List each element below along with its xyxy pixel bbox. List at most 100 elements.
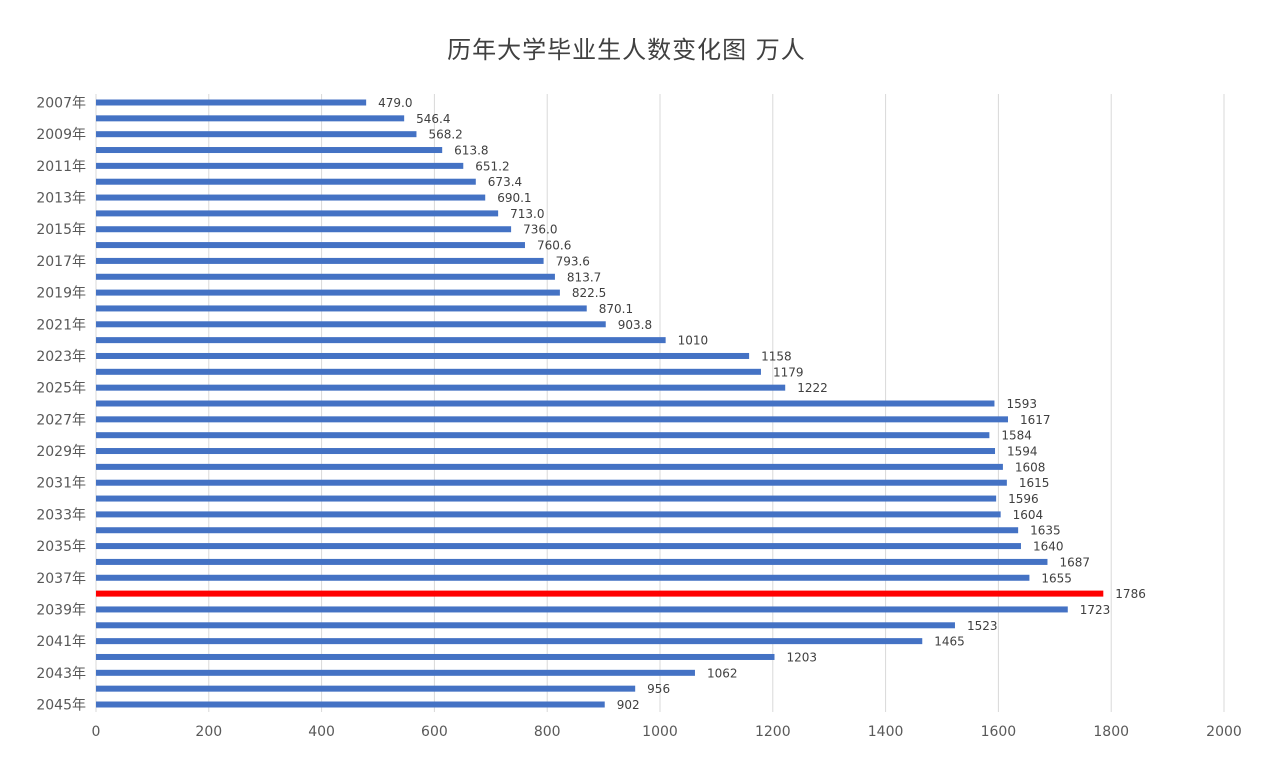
bar xyxy=(96,147,443,154)
bar xyxy=(96,257,544,264)
y-tick-label: 2043年 xyxy=(36,666,86,682)
data-label: 813.7 xyxy=(567,270,601,284)
x-tick-label: 1200 xyxy=(755,724,791,740)
data-label: 651.2 xyxy=(475,159,509,173)
data-label: 870.1 xyxy=(599,302,633,316)
bar xyxy=(96,131,417,138)
bar xyxy=(96,273,555,280)
data-label: 1640 xyxy=(1033,540,1064,554)
bar xyxy=(96,432,990,439)
bar xyxy=(96,701,605,708)
bar xyxy=(96,448,996,455)
data-label: 1596 xyxy=(1008,492,1039,506)
bar xyxy=(96,210,499,217)
bar xyxy=(96,416,1008,423)
y-tick-label: 2041年 xyxy=(36,634,86,650)
bar xyxy=(96,400,995,407)
x-tick-label: 600 xyxy=(421,724,448,740)
x-tick-label: 400 xyxy=(308,724,335,740)
bar xyxy=(96,622,955,629)
y-tick-label: 2019年 xyxy=(36,286,86,302)
y-tick-label: 2039年 xyxy=(36,602,86,618)
x-tick-label: 1800 xyxy=(1093,724,1129,740)
data-label: 568.2 xyxy=(428,128,462,142)
bar xyxy=(96,606,1068,613)
bar xyxy=(96,590,1104,597)
x-tick-label: 0 xyxy=(92,724,101,740)
bar xyxy=(96,574,1030,581)
bar xyxy=(96,527,1019,534)
bar xyxy=(96,511,1001,518)
bar xyxy=(96,384,786,391)
bar xyxy=(96,162,464,169)
bar xyxy=(96,558,1048,565)
data-label: 1615 xyxy=(1019,476,1050,490)
y-tick-label: 2045年 xyxy=(36,698,86,714)
bar xyxy=(96,463,1003,470)
bar xyxy=(96,194,486,201)
chart-title: 历年大学毕业生人数变化图 万人 xyxy=(447,36,806,64)
data-label: 1158 xyxy=(761,349,792,363)
bar xyxy=(96,669,695,676)
data-label: 673.4 xyxy=(488,175,522,189)
y-tick-label: 2011年 xyxy=(36,159,86,175)
bar xyxy=(96,321,606,328)
bar xyxy=(96,178,476,185)
x-tick-label: 200 xyxy=(195,724,222,740)
data-label: 1723 xyxy=(1080,603,1111,617)
y-tick-label: 2009年 xyxy=(36,127,86,143)
data-label: 1179 xyxy=(773,365,804,379)
data-label: 1687 xyxy=(1059,555,1090,569)
bar xyxy=(96,479,1007,486)
y-tick-label: 2033年 xyxy=(36,507,86,523)
data-label: 760.6 xyxy=(537,239,571,253)
data-label: 903.8 xyxy=(618,318,652,332)
data-label: 1604 xyxy=(1013,508,1044,522)
y-tick-label: 2023年 xyxy=(36,349,86,365)
bar xyxy=(96,305,587,312)
data-label: 1594 xyxy=(1007,445,1038,459)
bar xyxy=(96,638,923,645)
bar xyxy=(96,653,775,660)
data-label: 902 xyxy=(617,698,640,712)
data-label: 690.1 xyxy=(497,191,531,205)
bar xyxy=(96,289,560,296)
bar xyxy=(96,226,512,233)
y-tick-label: 2013年 xyxy=(36,191,86,207)
data-label: 1635 xyxy=(1030,524,1061,538)
bar xyxy=(96,99,367,106)
data-label: 1617 xyxy=(1020,413,1051,427)
data-label: 1608 xyxy=(1015,460,1046,474)
data-label: 1062 xyxy=(707,666,738,680)
x-tick-label: 800 xyxy=(534,724,561,740)
bar xyxy=(96,543,1021,550)
bar xyxy=(96,685,636,692)
y-tick-label: 2029年 xyxy=(36,444,86,460)
data-label: 613.8 xyxy=(454,144,488,158)
x-tick-label: 1000 xyxy=(642,724,678,740)
bar xyxy=(96,242,525,249)
y-tick-label: 2015年 xyxy=(36,222,86,238)
x-tick-label: 1600 xyxy=(981,724,1017,740)
y-tick-label: 2007年 xyxy=(36,96,86,112)
data-label: 1010 xyxy=(678,334,709,348)
y-tick-label: 2025年 xyxy=(36,381,86,397)
data-label: 1786 xyxy=(1115,587,1146,601)
x-tick-label: 2000 xyxy=(1206,724,1242,740)
y-tick-label: 2021年 xyxy=(36,317,86,333)
data-label: 1523 xyxy=(967,619,998,633)
x-tick-label: 1400 xyxy=(868,724,904,740)
data-label: 1222 xyxy=(797,381,828,395)
data-label: 1465 xyxy=(934,635,965,649)
data-label: 1593 xyxy=(1006,397,1037,411)
data-label: 1203 xyxy=(786,650,817,664)
data-label: 1655 xyxy=(1041,571,1072,585)
y-tick-label: 2037年 xyxy=(36,571,86,587)
bar xyxy=(96,337,666,344)
bar xyxy=(96,368,761,375)
data-label: 736.0 xyxy=(523,223,557,237)
data-label: 1584 xyxy=(1001,429,1032,443)
y-tick-label: 2017年 xyxy=(36,254,86,270)
